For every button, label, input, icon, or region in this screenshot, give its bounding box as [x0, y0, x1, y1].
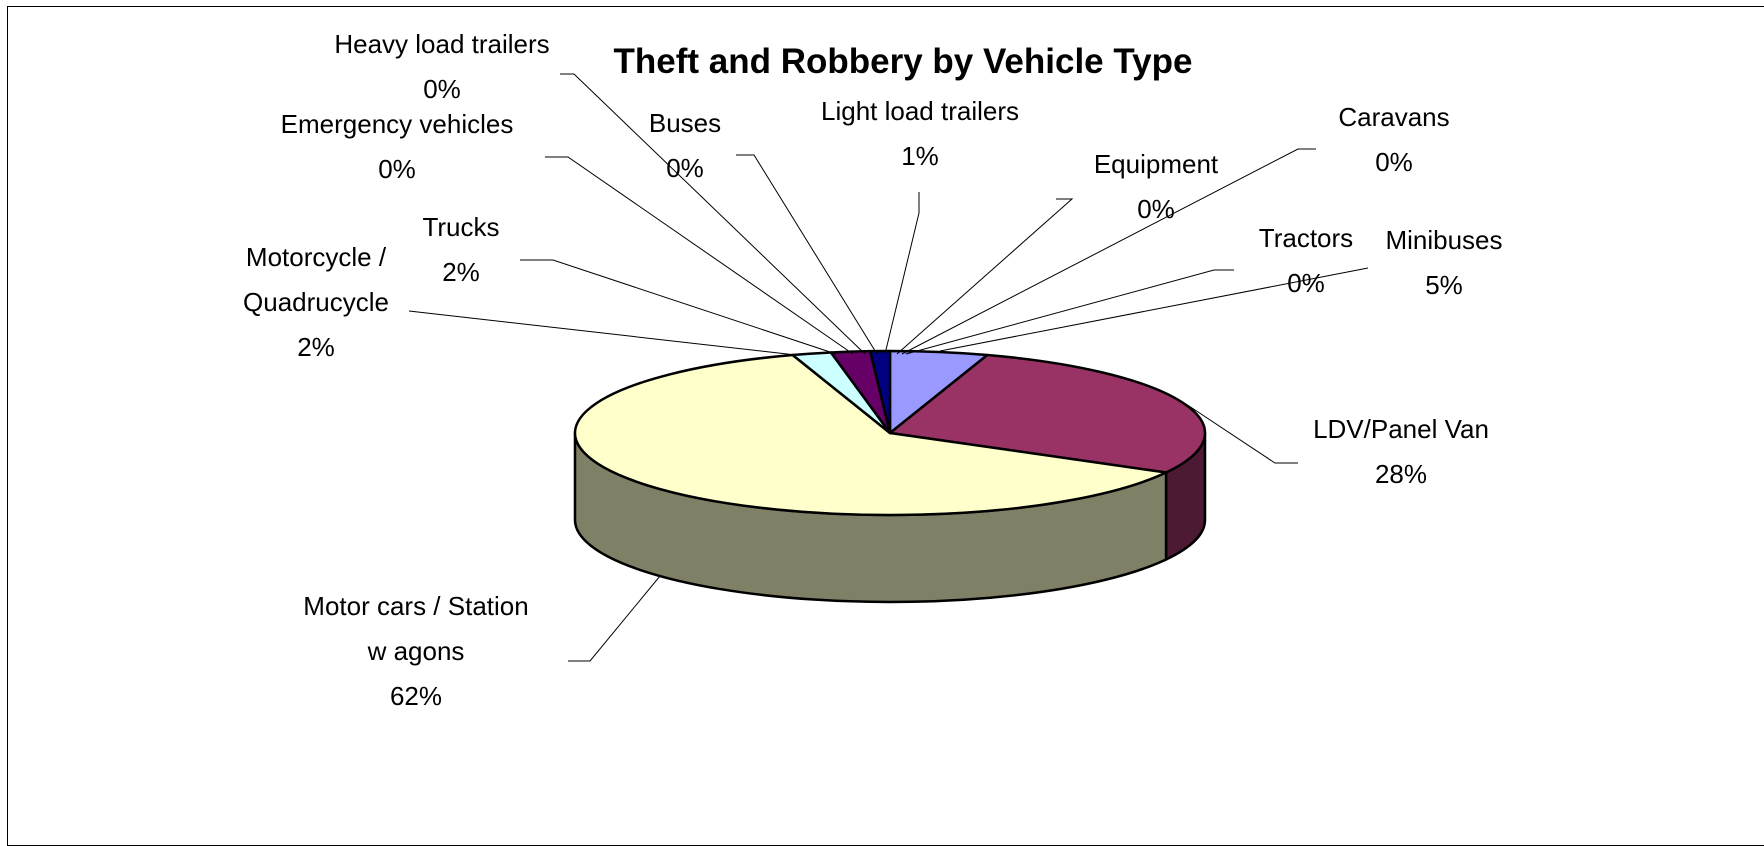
- slice-label-line: 2%: [442, 257, 480, 287]
- leader-line-caravans: [901, 148, 1316, 355]
- slice-label-buses: Buses 0%: [649, 108, 721, 183]
- leader-line-equipment: [896, 198, 1074, 355]
- slice-label-line: 0%: [378, 154, 416, 184]
- leader-line-minibuses: [939, 267, 1369, 352]
- slice-label-line: Quadrucycle: [243, 287, 389, 317]
- slice-label-minibuses: Minibuses 5%: [1385, 225, 1502, 300]
- pie-slice-motor-cars-station-wagons: [573, 353, 1168, 517]
- slice-label-line: Minibuses: [1385, 225, 1502, 255]
- slice-label-heavy-load-trailers: Heavy load trailers 0%: [334, 29, 549, 104]
- leader-line-heavy-load-trailers: [560, 73, 866, 355]
- slice-label-line: 0%: [1375, 147, 1413, 177]
- leader-line-motor-cars-station-wagons: [568, 575, 661, 662]
- slice-label-equipment: Equipment 0%: [1094, 149, 1219, 224]
- leader-line-emergency-vehicles: [545, 156, 854, 355]
- slice-label-line: 1%: [901, 141, 939, 171]
- chart-area: Theft and Robbery by Vehicle Type Minibu…: [7, 6, 1764, 846]
- slice-label-line: 5%: [1425, 270, 1463, 300]
- slice-label-line: Emergency vehicles: [281, 109, 514, 139]
- slice-label-line: Equipment: [1094, 149, 1219, 179]
- slice-label-line: 2%: [297, 332, 335, 362]
- slice-label-emergency-vehicles: Emergency vehicles 0%: [281, 109, 514, 184]
- pie-slice-light-load-trailers: [868, 349, 892, 435]
- pie-chart: Theft and Robbery by Vehicle Type Minibu…: [243, 29, 1503, 711]
- slice-label-tractors: Tractors 0%: [1259, 223, 1353, 298]
- slice-label-line: 0%: [666, 153, 704, 183]
- leader-line-trucks: [520, 259, 837, 355]
- slice-label-line: 62%: [390, 681, 442, 711]
- slice-label-motor-cars-station-wagons: Motor cars / Station w agons 62%: [303, 591, 528, 711]
- slice-label-line: Trucks: [422, 212, 499, 242]
- slice-label-line: 0%: [1137, 194, 1175, 224]
- slice-label-line: Tractors: [1259, 223, 1353, 253]
- slice-label-line: w agons: [367, 636, 465, 666]
- leader-line-tractors: [905, 269, 1234, 355]
- slice-label-line: Heavy load trailers: [334, 29, 549, 59]
- slice-label-line: 0%: [423, 74, 461, 104]
- slice-label-line: 0%: [1287, 268, 1325, 298]
- chart-title: Theft and Robbery by Vehicle Type: [614, 42, 1193, 81]
- slice-label-line: Motorcycle /: [246, 242, 387, 272]
- slice-label-line: LDV/Panel Van: [1313, 414, 1489, 444]
- leader-line-motorcycle-quadrucycle: [408, 310, 797, 356]
- slice-label-motorcycle-quadrucycle: Motorcycle / Quadrucycle 2%: [243, 242, 389, 362]
- slice-label-light-load-trailers: Light load trailers 1%: [821, 96, 1019, 171]
- slice-label-line: 28%: [1375, 459, 1427, 489]
- slice-label-line: Light load trailers: [821, 96, 1019, 126]
- slice-label-line: Caravans: [1338, 102, 1449, 132]
- leader-line-ldv-panel-van: [1185, 403, 1298, 464]
- slice-label-ldv-panel-van: LDV/Panel Van 28%: [1313, 414, 1489, 489]
- pie-body: [573, 349, 1207, 604]
- leader-line-buses: [736, 154, 878, 355]
- slice-label-trucks: Trucks 2%: [422, 212, 499, 287]
- slice-label-caravans: Caravans 0%: [1338, 102, 1449, 177]
- slice-label-line: Motor cars / Station: [303, 591, 528, 621]
- leader-line-light-load-trailers: [884, 192, 920, 355]
- slice-label-line: Buses: [649, 108, 721, 138]
- pie-labels: Minibuses 5% LDV/Panel Van 28% Motor cars / …: [243, 29, 1503, 711]
